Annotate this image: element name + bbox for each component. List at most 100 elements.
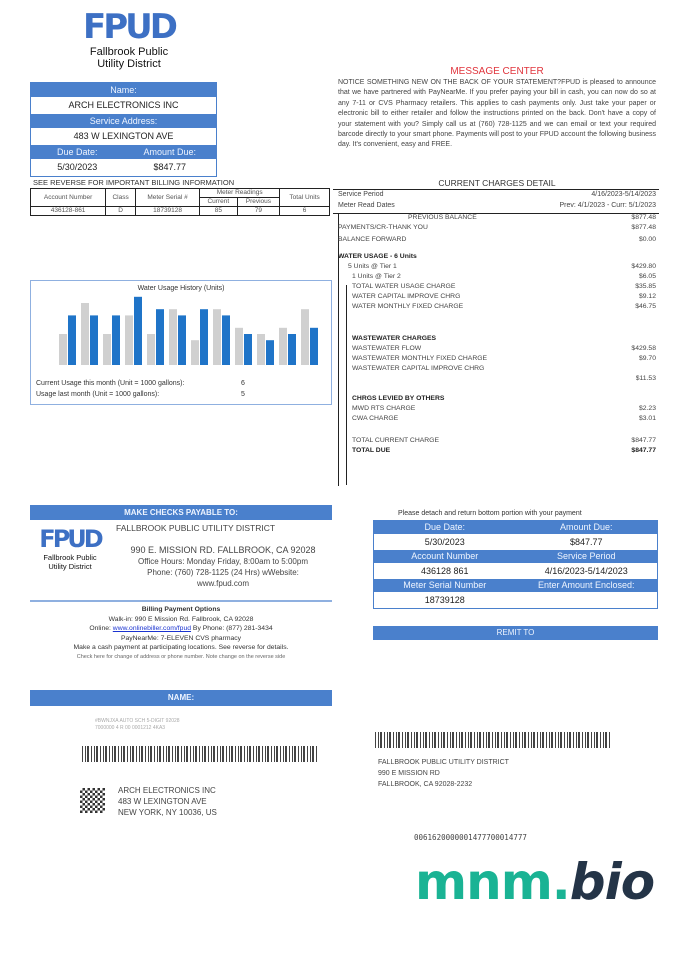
- charge-amount: $2.23: [638, 405, 656, 412]
- fpud-logo: FPUD Fallbrook Public Utility District: [70, 8, 188, 70]
- current-usage-label: Current Usage this month (Unit = 1000 ga…: [36, 380, 185, 387]
- walkin-info: Walk-in: 990 E Mission Rd. Fallbrook, CA…: [108, 615, 254, 623]
- bar-previous-11: [279, 327, 287, 365]
- stub-enclosed-label: Enter Amount Enclosed:: [537, 580, 635, 590]
- bar-current-7: [200, 309, 208, 365]
- charge-label: TOTAL DUE: [352, 447, 391, 454]
- logo-line1: Fallbrook Public: [43, 553, 97, 562]
- charge-row: BALANCE FORWARD $0.00: [338, 235, 656, 245]
- remit-barcode: [375, 732, 610, 748]
- stub-meter: 18739128: [424, 595, 465, 605]
- remit-to-bar: REMIT TO: [373, 626, 658, 640]
- website: www.fpud.com: [196, 579, 250, 588]
- bar-current-8: [222, 315, 230, 365]
- table-row: 436128-861 D 18739128 85 79 6: [29, 206, 330, 216]
- charge-amount: $11.53: [635, 375, 656, 382]
- charge-label: MWD RTS CHARGE: [352, 405, 416, 412]
- charge-row: 5 Units @ Tier 1 $429.80: [338, 262, 656, 272]
- payment-stub: Due Date: Amount Due: 5/30/2023 $847.77 Ac…: [373, 520, 658, 609]
- logo-line1: Fallbrook Public: [89, 46, 169, 58]
- cell-total: 6: [279, 206, 330, 216]
- chart-bars: [59, 296, 318, 365]
- payee-phone: Phone: (760) 728-1125 (24 Hrs) wWebsite:: [147, 568, 299, 577]
- logo-line2: Utility District: [48, 562, 92, 571]
- charge-label: WASTEWATER FLOW: [352, 345, 422, 352]
- charges-list: PREVIOUS BALANCE $877.48 PAYMENTS/CR-THANK…: [338, 213, 656, 456]
- online-label: Online:: [89, 625, 111, 632]
- billing-title: Billing Payment Options: [141, 606, 221, 613]
- charge-label: WATER USAGE - 6 Units: [338, 253, 417, 260]
- stub-meter-label: Meter Serial Number: [403, 580, 487, 590]
- charge-amount: $46.75: [635, 303, 656, 310]
- charge-label: 1 Units @ Tier 2: [352, 273, 401, 280]
- bar-previous-1: [59, 334, 67, 365]
- detach-note: Please detach and return bottom portion …: [398, 510, 582, 517]
- charge-row: WASTEWATER CHARGES: [338, 334, 656, 344]
- mail-code-2: 7000000 4 R 00 0001212 4KA3: [95, 725, 166, 731]
- message-center-title: MESSAGE CENTER: [450, 66, 544, 77]
- customer-address-line: ARCH ELECTRONICS INC: [118, 786, 216, 795]
- charge-row: WASTEWATER FLOW $429.58: [338, 344, 656, 354]
- charge-row: MWD RTS CHARGE $2.23: [338, 404, 656, 414]
- remit-address-line: 990 E MISSION RD: [378, 770, 440, 777]
- charge-label: 5 Units @ Tier 1: [348, 263, 397, 270]
- scanline: 0061620000001477700014777: [414, 833, 527, 842]
- col-account: Account Number: [29, 188, 107, 207]
- bar-previous-9: [235, 327, 243, 365]
- cash-info: Make a cash payment at participating loc…: [73, 644, 289, 651]
- remit-address-line: FALLBROOK PUBLIC UTILITY DISTRICT: [378, 759, 509, 766]
- service-address: 483 W LEXINGTON AVE: [31, 128, 216, 145]
- account-summary-box: Name: ARCH ELECTRONICS INC Service Addre…: [30, 82, 217, 177]
- bar-current-5: [156, 309, 164, 365]
- stub-period-label: Service Period: [556, 551, 616, 561]
- customer-address-line: 483 W LEXINGTON AVE: [118, 797, 207, 806]
- meter-dates-label: Meter Read Dates: [338, 202, 395, 209]
- col-class: Class: [105, 188, 137, 207]
- charge-label: WATER CAPITAL IMPROVE CHRG: [352, 293, 461, 300]
- bar-current-1: [68, 315, 76, 365]
- charge-label: TOTAL CURRENT CHARGE: [352, 437, 439, 444]
- col-meter: Meter Serial #: [135, 188, 201, 207]
- payee-address: 990 E. MISSION RD. FALLBROOK, CA 92028: [130, 545, 316, 555]
- charge-amount: $35.85: [635, 283, 656, 290]
- online-biller-link[interactable]: www.onlinebiller.com/fpud: [112, 625, 192, 632]
- bar-previous-3: [103, 334, 111, 365]
- charge-row: WATER MONTHLY FIXED CHARGE $46.75: [338, 302, 656, 312]
- charge-amount: $429.80: [631, 263, 656, 270]
- address-label: Service Address:: [31, 114, 216, 128]
- usage-chart: Water Usage History (Units) Current Usag…: [30, 280, 332, 405]
- message-center: MESSAGE CENTER NOTICE SOMETHING NEW ON T…: [338, 66, 656, 151]
- paynearme-info: PayNearMe: 7-ELEVEN CVS pharmacy: [120, 634, 242, 642]
- watermark-logo: mnm.bio: [415, 852, 655, 912]
- charge-amount: $9.70: [638, 355, 656, 362]
- service-period-label: Service Period: [338, 191, 384, 198]
- charge-label: CWA CHARGE: [352, 415, 399, 422]
- office-hours: Office Hours: Monday Friday, 8:00am to 5…: [137, 557, 308, 566]
- bar-previous-8: [213, 309, 221, 365]
- reverse-note: SEE REVERSE FOR IMPORTANT BILLING INFORM…: [33, 178, 235, 187]
- customer-address: ARCH ELECTRONICS INC 483 W LEXINGTON AVE…: [118, 785, 217, 818]
- charge-row: WASTEWATER MONTHLY FIXED CHARGE $9.70: [338, 354, 656, 364]
- watermark-part1: mnm.: [415, 853, 571, 911]
- bar-previous-2: [81, 303, 89, 365]
- charge-row: CHRGS LEVIED BY OTHERS: [338, 394, 656, 404]
- charge-label: WASTEWATER CHARGES: [352, 335, 437, 342]
- cell-current: 85: [199, 206, 238, 216]
- stub-amount-due: $847.77: [569, 537, 603, 547]
- bar-current-4: [134, 296, 142, 365]
- current-usage-value: 6: [241, 380, 245, 387]
- due-date: 5/30/2023: [57, 162, 98, 172]
- charge-row: WATER USAGE - 6 Units: [338, 252, 656, 262]
- bar-current-12: [310, 327, 318, 365]
- amount-enclosed-field[interactable]: [516, 592, 658, 608]
- customer-barcode: [82, 746, 317, 762]
- fpud-logo-small: FPUD Fallbrook Public Utility District: [32, 525, 108, 571]
- charge-label: PAYMENTS/CR-THANK YOU: [338, 224, 428, 231]
- charge-amount: $847.77: [631, 447, 656, 454]
- remit-address-line: FALLBROOK, CA 92028-2232: [378, 781, 473, 788]
- chart-title: Water Usage History (Units): [137, 285, 225, 292]
- name-label: Name:: [31, 83, 216, 97]
- charge-amount: $429.58: [631, 345, 656, 352]
- message-center-body: NOTICE SOMETHING NEW ON THE BACK OF YOUR…: [338, 79, 656, 149]
- charge-label: PREVIOUS BALANCE: [408, 214, 477, 221]
